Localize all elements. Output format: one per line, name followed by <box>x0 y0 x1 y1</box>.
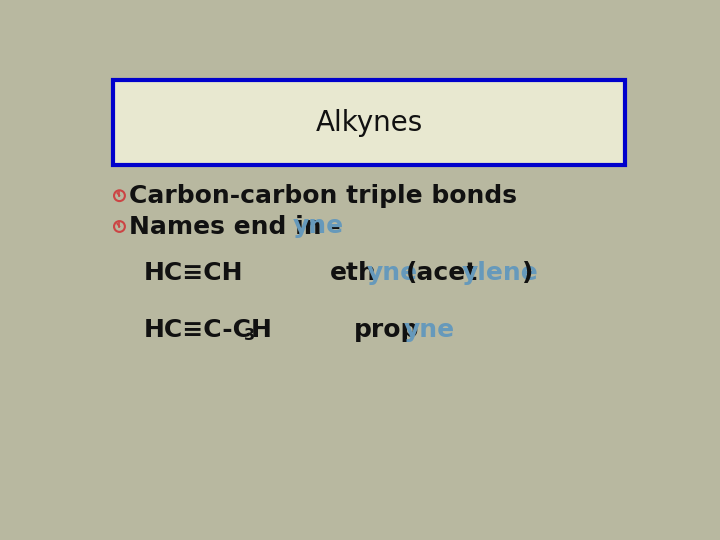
Text: eth: eth <box>330 261 377 285</box>
Text: ylene: ylene <box>462 261 539 285</box>
Text: yne: yne <box>293 214 344 239</box>
Text: Carbon-carbon triple bonds: Carbon-carbon triple bonds <box>129 184 517 208</box>
Text: HC≡C-CH: HC≡C-CH <box>144 319 273 342</box>
FancyBboxPatch shape <box>113 80 625 165</box>
Text: 3: 3 <box>244 328 256 342</box>
Text: (acet: (acet <box>406 261 479 285</box>
Text: yne: yne <box>366 261 418 285</box>
Text: HC≡CH: HC≡CH <box>144 261 244 285</box>
Text: yne: yne <box>404 319 455 342</box>
Text: Names end in -: Names end in - <box>129 214 341 239</box>
Text: prop: prop <box>354 319 419 342</box>
Text: ): ) <box>522 261 533 285</box>
Text: Alkynes: Alkynes <box>315 109 423 137</box>
